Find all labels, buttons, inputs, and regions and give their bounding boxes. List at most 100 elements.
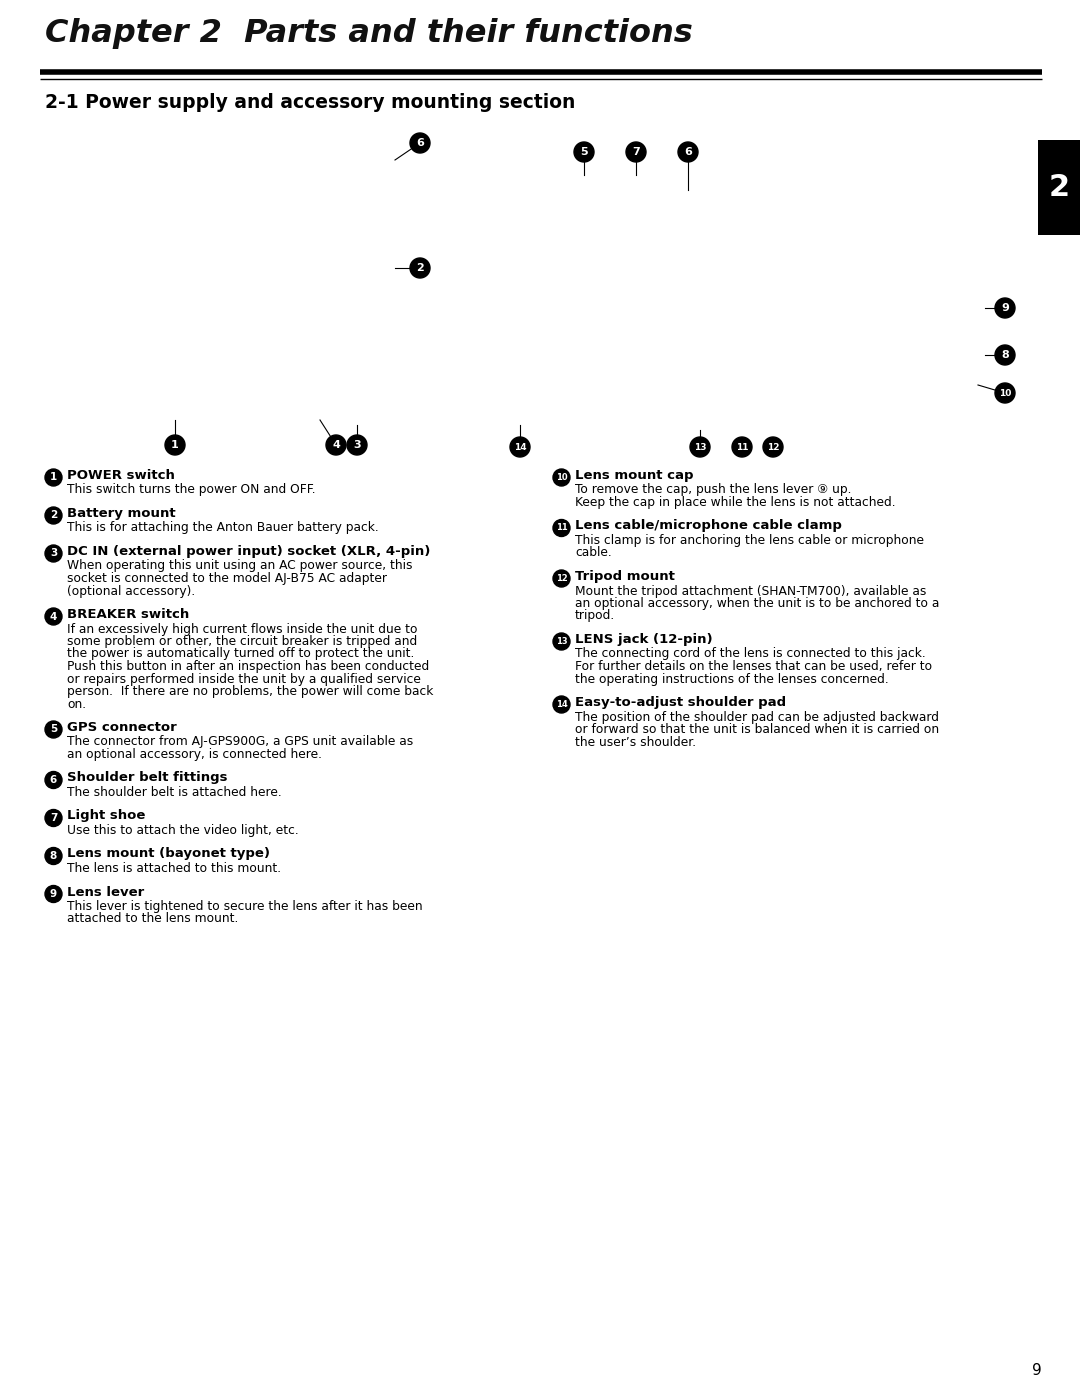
Circle shape — [553, 570, 570, 587]
Text: The position of the shoulder pad can be adjusted backward: The position of the shoulder pad can be … — [575, 711, 939, 724]
Text: Easy-to-adjust shoulder pad: Easy-to-adjust shoulder pad — [575, 696, 786, 710]
Circle shape — [678, 142, 698, 162]
Circle shape — [732, 437, 752, 457]
Text: 10: 10 — [999, 388, 1011, 398]
Text: The lens is attached to this mount.: The lens is attached to this mount. — [67, 862, 281, 875]
Text: or forward so that the unit is balanced when it is carried on: or forward so that the unit is balanced … — [575, 724, 940, 736]
Text: POWER switch: POWER switch — [67, 469, 175, 482]
Text: 2-1 Power supply and accessory mounting section: 2-1 Power supply and accessory mounting … — [45, 94, 576, 112]
Text: This lever is tightened to secure the lens after it has been: This lever is tightened to secure the le… — [67, 900, 422, 914]
Text: 8: 8 — [1001, 351, 1009, 360]
Text: 6: 6 — [50, 775, 57, 785]
Text: This is for attaching the Anton Bauer battery pack.: This is for attaching the Anton Bauer ba… — [67, 521, 379, 535]
Text: 14: 14 — [555, 700, 567, 710]
Text: 6: 6 — [416, 138, 424, 148]
Text: Chapter 2  Parts and their functions: Chapter 2 Parts and their functions — [45, 18, 692, 49]
Text: on.: on. — [67, 697, 86, 711]
Text: tripod.: tripod. — [575, 609, 616, 623]
Circle shape — [995, 298, 1015, 319]
Circle shape — [326, 434, 346, 455]
Text: 2: 2 — [416, 263, 423, 272]
Text: To remove the cap, push the lens lever ⑨ up.: To remove the cap, push the lens lever ⑨… — [575, 483, 851, 496]
Text: the power is automatically turned off to protect the unit.: the power is automatically turned off to… — [67, 647, 415, 661]
Text: Push this button in after an inspection has been conducted: Push this button in after an inspection … — [67, 659, 429, 673]
Circle shape — [626, 142, 646, 162]
Text: 7: 7 — [632, 147, 639, 156]
Text: 13: 13 — [693, 443, 706, 451]
Text: Lens cable/microphone cable clamp: Lens cable/microphone cable clamp — [575, 520, 842, 532]
Bar — [1038, 140, 1080, 235]
Text: Lens mount (bayonet type): Lens mount (bayonet type) — [67, 848, 270, 861]
Text: Battery mount: Battery mount — [67, 507, 176, 520]
Circle shape — [165, 434, 185, 455]
Text: If an excessively high current flows inside the unit due to: If an excessively high current flows ins… — [67, 623, 418, 636]
Text: This clamp is for anchoring the lens cable or microphone: This clamp is for anchoring the lens cab… — [575, 534, 924, 548]
Text: an optional accessory, when the unit is to be anchored to a: an optional accessory, when the unit is … — [575, 597, 940, 610]
Circle shape — [553, 696, 570, 712]
Text: Keep the cap in place while the lens is not attached.: Keep the cap in place while the lens is … — [575, 496, 895, 509]
Circle shape — [45, 848, 62, 865]
Text: (optional accessory).: (optional accessory). — [67, 584, 195, 598]
Text: GPS connector: GPS connector — [67, 721, 177, 733]
Circle shape — [553, 520, 570, 536]
Circle shape — [573, 142, 594, 162]
Text: The connecting cord of the lens is connected to this jack.: The connecting cord of the lens is conne… — [575, 647, 926, 661]
Text: 12: 12 — [767, 443, 780, 451]
Text: 14: 14 — [514, 443, 526, 451]
Text: The connector from AJ-GPS900G, a GPS unit available as: The connector from AJ-GPS900G, a GPS uni… — [67, 735, 414, 749]
Text: LENS jack (12-pin): LENS jack (12-pin) — [575, 633, 713, 645]
Circle shape — [510, 437, 530, 457]
Text: person.  If there are no problems, the power will come back: person. If there are no problems, the po… — [67, 685, 433, 698]
Text: some problem or other, the circuit breaker is tripped and: some problem or other, the circuit break… — [67, 636, 417, 648]
Text: Shoulder belt fittings: Shoulder belt fittings — [67, 771, 228, 785]
Text: 1: 1 — [171, 440, 179, 450]
Text: 3: 3 — [50, 549, 57, 559]
Circle shape — [762, 437, 783, 457]
Text: The shoulder belt is attached here.: The shoulder belt is attached here. — [67, 787, 282, 799]
Text: Light shoe: Light shoe — [67, 809, 146, 823]
Bar — [35, 115, 430, 450]
Circle shape — [410, 258, 430, 278]
Text: Lens mount cap: Lens mount cap — [575, 469, 693, 482]
Circle shape — [690, 437, 710, 457]
Circle shape — [45, 721, 62, 738]
Text: 2: 2 — [50, 510, 57, 521]
Text: DC IN (external power input) socket (XLR, 4-pin): DC IN (external power input) socket (XLR… — [67, 545, 430, 557]
Bar — [460, 115, 1010, 450]
Text: 9: 9 — [1032, 1363, 1042, 1377]
Text: socket is connected to the model AJ-B75 AC adapter: socket is connected to the model AJ-B75 … — [67, 571, 387, 585]
Text: attached to the lens mount.: attached to the lens mount. — [67, 912, 239, 925]
Text: cable.: cable. — [575, 546, 611, 560]
Text: BREAKER switch: BREAKER switch — [67, 608, 189, 622]
Circle shape — [45, 545, 62, 562]
Circle shape — [45, 507, 62, 524]
Circle shape — [45, 469, 62, 486]
Text: Tripod mount: Tripod mount — [575, 570, 675, 583]
Text: 6: 6 — [684, 147, 692, 156]
Text: 11: 11 — [555, 524, 567, 532]
Text: 13: 13 — [556, 637, 567, 645]
Circle shape — [45, 608, 62, 624]
Text: 4: 4 — [50, 612, 57, 622]
Text: or repairs performed inside the unit by a qualified service: or repairs performed inside the unit by … — [67, 672, 421, 686]
Text: 7: 7 — [50, 813, 57, 823]
Circle shape — [995, 383, 1015, 402]
Text: 5: 5 — [580, 147, 588, 156]
Text: For further details on the lenses that can be used, refer to: For further details on the lenses that c… — [575, 659, 932, 673]
Text: This switch turns the power ON and OFF.: This switch turns the power ON and OFF. — [67, 483, 315, 496]
Circle shape — [995, 345, 1015, 365]
Circle shape — [553, 633, 570, 650]
Circle shape — [410, 133, 430, 154]
Text: 11: 11 — [735, 443, 748, 451]
Text: 4: 4 — [332, 440, 340, 450]
Circle shape — [347, 434, 367, 455]
Text: 12: 12 — [555, 574, 567, 583]
Text: Use this to attach the video light, etc.: Use this to attach the video light, etc. — [67, 824, 299, 837]
Text: 9: 9 — [50, 888, 57, 900]
Text: 3: 3 — [353, 440, 361, 450]
Text: 2: 2 — [1049, 173, 1069, 203]
Circle shape — [45, 809, 62, 827]
Text: an optional accessory, is connected here.: an optional accessory, is connected here… — [67, 747, 322, 761]
Circle shape — [553, 469, 570, 486]
Text: 9: 9 — [1001, 303, 1009, 313]
